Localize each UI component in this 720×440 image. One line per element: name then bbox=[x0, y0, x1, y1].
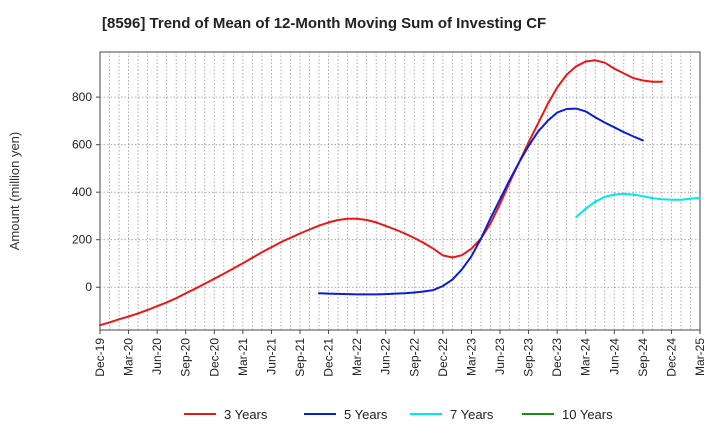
x-tick-label: Jun-20 bbox=[150, 338, 164, 375]
legend-label: 5 Years bbox=[344, 407, 388, 422]
x-tick-label: Sep-20 bbox=[179, 338, 193, 377]
x-axis-ticks: Dec-19 Mar-20 Jun-20 Sep-20 Dec-20 Mar-21 Jun-… bbox=[93, 330, 707, 377]
x-tick-label: Mar-22 bbox=[350, 338, 364, 376]
legend-label: 3 Years bbox=[224, 407, 268, 422]
x-tick-label: Mar-21 bbox=[236, 338, 250, 376]
y-axis-label: Amount (million yen) bbox=[7, 132, 22, 251]
x-tick-label: Jun-22 bbox=[379, 338, 393, 375]
x-tick-label: Mar-23 bbox=[464, 338, 478, 376]
y-tick-label: 0 bbox=[85, 280, 92, 294]
x-tick-label: Dec-20 bbox=[207, 338, 221, 377]
y-tick-label: 200 bbox=[72, 233, 92, 247]
x-tick-label: Sep-22 bbox=[407, 338, 421, 377]
x-tick-label: Dec-21 bbox=[322, 338, 336, 377]
x-tick-label: Jun-21 bbox=[264, 338, 278, 375]
x-tick-label: Jun-23 bbox=[493, 338, 507, 375]
x-tick-label: Sep-24 bbox=[636, 338, 650, 377]
investing-cf-chart: [8596] Trend of Mean of 12-Month Moving … bbox=[0, 0, 720, 440]
x-tick-label: Dec-22 bbox=[436, 338, 450, 377]
x-tick-label: Dec-19 bbox=[93, 338, 107, 377]
x-tick-label: Mar-25 bbox=[693, 338, 707, 376]
y-tick-label: 600 bbox=[72, 138, 92, 152]
legend-label: 10 Years bbox=[562, 407, 613, 422]
legend: 3 Years 5 Years 7 Years 10 Years bbox=[184, 407, 613, 422]
x-tick-label: Sep-21 bbox=[293, 338, 307, 377]
x-tick-label: Mar-20 bbox=[122, 338, 136, 376]
legend-label: 7 Years bbox=[450, 407, 494, 422]
y-tick-label: 800 bbox=[72, 90, 92, 104]
plot-area bbox=[100, 52, 700, 330]
x-tick-label: Sep-23 bbox=[522, 338, 536, 377]
x-tick-label: Mar-24 bbox=[579, 338, 593, 376]
chart-title: [8596] Trend of Mean of 12-Month Moving … bbox=[102, 15, 546, 32]
y-axis-ticks: 0 200 400 600 800 bbox=[72, 90, 100, 294]
y-tick-label: 400 bbox=[72, 185, 92, 199]
x-tick-label: Dec-23 bbox=[550, 338, 564, 377]
x-tick-label: Dec-24 bbox=[664, 338, 678, 377]
x-tick-label: Jun-24 bbox=[607, 338, 621, 375]
